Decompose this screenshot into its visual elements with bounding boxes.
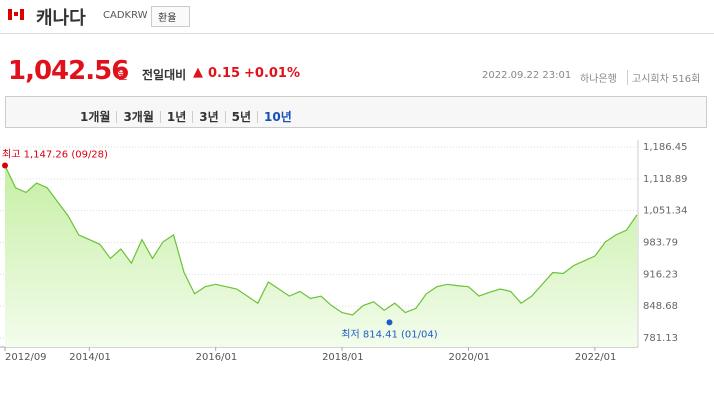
round: 고시회차 516회 (627, 70, 700, 85)
min-value-label: 814.41 (363, 329, 398, 340)
period-tab[interactable]: 3년 (192, 111, 224, 123)
min-annotation: 최저 814.41 (01/04) (341, 328, 438, 340)
y-tick-label: 1,051.34 (643, 206, 688, 217)
min-point (386, 319, 393, 326)
x-tick-label: 2018/01 (322, 352, 364, 363)
change-label: 전일대비 (142, 68, 187, 82)
flag (8, 9, 24, 20)
x-tick-label: 2012/09 (5, 352, 47, 363)
maple (14, 12, 18, 16)
price-unit: 원 (117, 68, 129, 82)
x-tick-label: 2020/01 (448, 352, 490, 363)
rate-button[interactable]: 환율 (151, 6, 191, 27)
area (5, 165, 637, 347)
period-tab[interactable]: 1개월 (80, 110, 111, 124)
change: 0.15 (208, 66, 241, 81)
min-label: 최저 (341, 328, 359, 340)
tab-bar: 1개월 3개월 1년 3년 5년 10년 (5, 96, 707, 128)
change-pct: +0.01% (244, 66, 300, 81)
country: 캐나다 (36, 8, 86, 29)
y-tick-label: 781.13 (643, 333, 678, 344)
period-tab[interactable]: 5년 (224, 111, 257, 123)
max-value-label: 1,147.26 (24, 149, 69, 160)
period-tab[interactable]: 1년 (159, 111, 192, 123)
period-tab[interactable]: 3개월 (116, 111, 159, 123)
y-tick-label: 1,118.89 (643, 174, 688, 185)
bank: 하나은행 (580, 74, 617, 85)
divider (0, 33, 714, 34)
time: 2022.09.22 23:01 (482, 70, 572, 81)
up-icon: ▲ (193, 65, 203, 80)
max-annotation: 최고 1,147.26 (09/28) (2, 148, 108, 160)
line (4, 165, 638, 316)
x-tick-label: 2014/01 (69, 352, 111, 363)
max-point (2, 162, 8, 169)
code: CADKRW (103, 10, 148, 21)
tabs: 1개월 3개월 1년 3년 5년 10년 (74, 106, 706, 125)
price: 1,042.56 (8, 56, 129, 86)
x-tick-label: 2022/01 (575, 352, 617, 363)
max-label: 최고 (2, 148, 20, 160)
y-tick-label: 848.68 (643, 301, 678, 312)
period-tab[interactable]: 10년 (257, 111, 298, 123)
y-tick-label: 1,186.45 (643, 142, 688, 153)
x-tick-label: 2016/01 (196, 352, 238, 363)
max-date: (09/28) (71, 149, 108, 160)
min-date: (01/04) (401, 329, 438, 340)
y-tick-label: 916.23 (643, 269, 678, 280)
y-tick-label: 983.79 (643, 238, 678, 249)
